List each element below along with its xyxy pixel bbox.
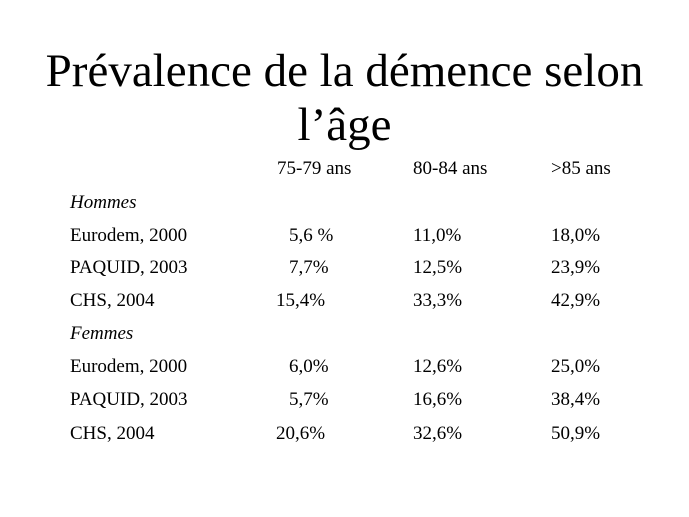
row-value: 15,4% <box>276 290 326 311</box>
row-value: 23,9% <box>551 257 601 278</box>
row-value: 5,7% <box>289 389 329 410</box>
slide-title: Prévalence de la démence selon l’âge <box>0 44 689 152</box>
row-value: 5,6 % <box>289 225 334 246</box>
row-value: 12,5% <box>413 257 463 278</box>
group-label-hommes: Hommes <box>70 192 137 213</box>
row-study-label: CHS, 2004 <box>70 423 155 444</box>
row-study-label: Eurodem, 2000 <box>70 356 188 377</box>
col-header-75-79: 75-79 ans <box>277 158 352 179</box>
row-value: 33,3% <box>413 290 463 311</box>
col-header-80-84: 80-84 ans <box>413 158 488 179</box>
row-study-label: CHS, 2004 <box>70 290 155 311</box>
row-value: 6,0% <box>289 356 329 377</box>
title-line-2: l’âge <box>297 99 392 151</box>
row-value: 16,6% <box>413 389 463 410</box>
row-value: 50,9% <box>551 423 601 444</box>
row-value: 12,6% <box>413 356 463 377</box>
col-header-85-plus: >85 ans <box>551 158 611 179</box>
row-value: 38,4% <box>551 389 601 410</box>
title-line-1: Prévalence de la démence selon <box>45 45 644 97</box>
row-study-label: PAQUID, 2003 <box>70 389 188 410</box>
row-value: 7,7% <box>289 257 329 278</box>
group-label-femmes: Femmes <box>70 323 134 344</box>
row-study-label: PAQUID, 2003 <box>70 257 188 278</box>
row-study-label: Eurodem, 2000 <box>70 225 188 246</box>
row-value: 18,0% <box>551 225 601 246</box>
row-value: 32,6% <box>413 423 463 444</box>
row-value: 11,0% <box>413 225 462 246</box>
row-value: 20,6% <box>276 423 326 444</box>
row-value: 42,9% <box>551 290 601 311</box>
row-value: 25,0% <box>551 356 601 377</box>
